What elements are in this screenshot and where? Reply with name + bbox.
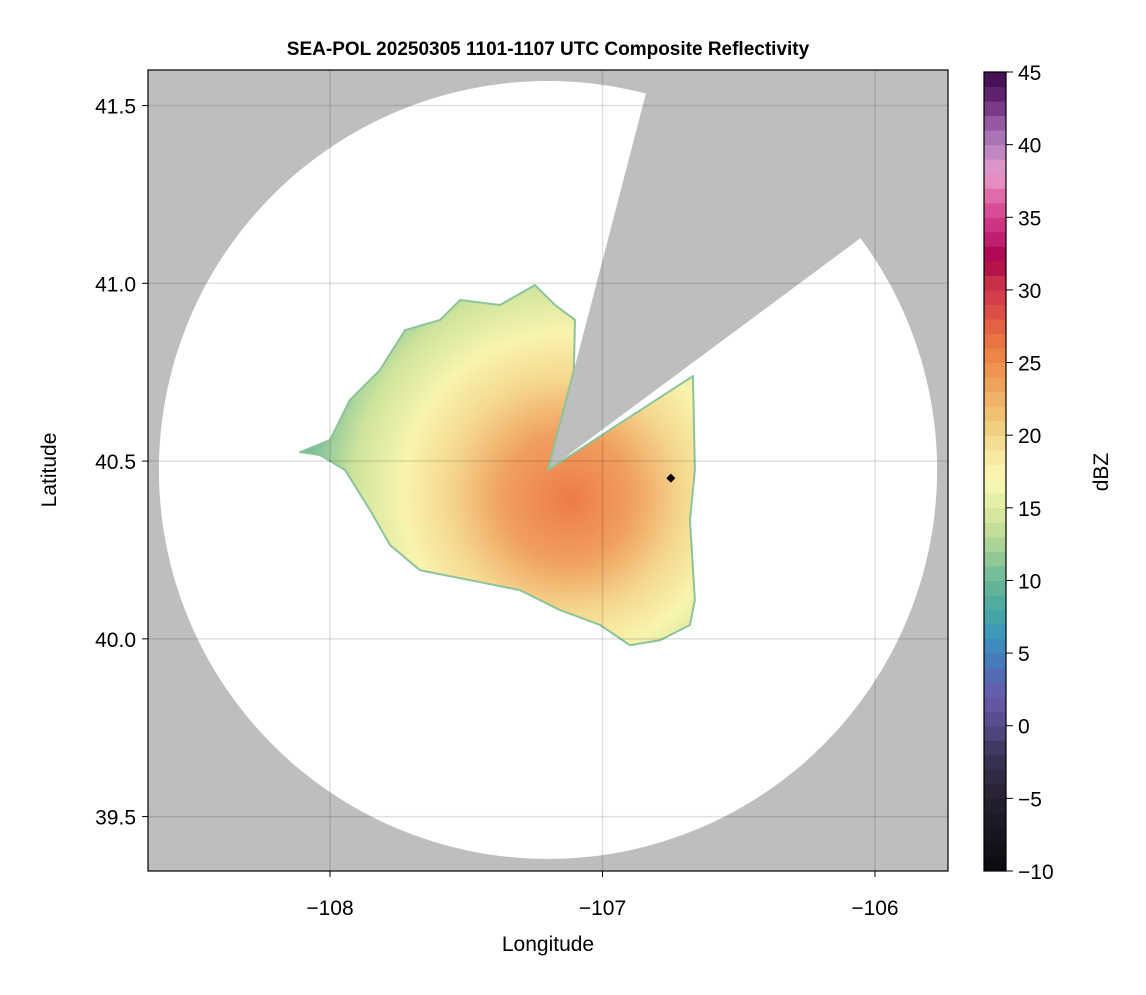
colorbar-bin: [984, 406, 1006, 422]
colorbar-bin: [984, 594, 1006, 611]
colorbar-bin: [984, 362, 1006, 378]
colorbar-bin: [984, 856, 1006, 872]
colorbar-bin: [984, 551, 1006, 567]
colorbar-tick-label: −5: [1018, 788, 1042, 811]
y-tick-label: 40.5: [95, 451, 136, 474]
colorbar-bin: [984, 173, 1006, 189]
colorbar-bin: [984, 783, 1006, 799]
y-tick-label: 41.0: [95, 273, 136, 296]
plot-area: [148, 70, 948, 871]
colorbar-bin: [984, 260, 1006, 276]
colorbar-bin: [984, 624, 1006, 640]
colorbar-bin: [984, 725, 1006, 741]
y-axis-label: Latitude: [38, 433, 61, 508]
colorbar-bin: [984, 667, 1006, 683]
colorbar-bin: [984, 275, 1006, 291]
colorbar-bin: [984, 348, 1006, 364]
colorbar-tick-label: 35: [1018, 207, 1041, 230]
colorbar-bin: [984, 144, 1006, 160]
colorbar-bin: [984, 841, 1006, 857]
colorbar-bin: [984, 435, 1006, 451]
plot-frame: [147, 69, 949, 872]
colorbar-bin: [984, 231, 1006, 247]
colorbar-bin: [984, 769, 1006, 785]
colorbar-bin: [984, 609, 1006, 625]
colorbar-bin: [984, 115, 1006, 131]
colorbar-bin: [984, 159, 1006, 175]
colorbar-bin: [984, 565, 1006, 581]
colorbar-bin: [984, 464, 1006, 480]
axes: −108 −107 −106 39.5 40.0 40.5 41.0 41.5: [95, 96, 899, 920]
colorbar-bin: [984, 72, 1006, 88]
colorbar-tick-label: 10: [1018, 570, 1041, 593]
colorbar-bin: [984, 754, 1006, 770]
colorbar-bin: [984, 507, 1006, 523]
colorbar-tick-label: 15: [1018, 498, 1041, 521]
colorbar-tick-label: 25: [1018, 353, 1041, 376]
colorbar-bin: [984, 493, 1006, 509]
colorbar-bin: [984, 217, 1006, 233]
colorbar-bin: [984, 478, 1006, 494]
colorbar-bin: [984, 696, 1006, 712]
x-tick-label: −108: [306, 897, 353, 920]
colorbar-bin: [984, 188, 1006, 204]
colorbar-bin: [984, 377, 1006, 393]
colorbar-bin: [984, 333, 1006, 349]
colorbar-bin: [984, 391, 1006, 407]
colorbar-bin: [984, 202, 1006, 218]
colorbar-bin: [984, 101, 1006, 117]
colorbar-bin: [984, 289, 1006, 305]
y-tick-label: 39.5: [95, 807, 136, 830]
colorbar-bin: [984, 798, 1006, 814]
colorbar-bin: [984, 812, 1006, 828]
colorbar-bin: [984, 130, 1006, 146]
colorbar-bin: [984, 318, 1006, 334]
colorbar-bin: [984, 449, 1006, 465]
colorbar-tick-label: 30: [1018, 280, 1041, 303]
y-tick-label: 40.0: [95, 629, 136, 652]
colorbar-tick-label: −10: [1018, 861, 1054, 884]
reflectivity-echo: [299, 284, 696, 647]
colorbar-bin: [984, 711, 1006, 727]
colorbar-bin: [984, 522, 1006, 538]
colorbar: −10 −5 0 5 10 15 20 25 30 35 40 45: [983, 62, 1054, 884]
blocked-sector: [548, 70, 948, 470]
colorbar-bin: [984, 536, 1006, 552]
colorbar-frame: [983, 71, 1007, 872]
site-marker-diamond: [666, 473, 676, 483]
colorbar-bin: [984, 246, 1006, 262]
colorbar-bin: [984, 86, 1006, 102]
x-tick-label: −107: [579, 897, 626, 920]
chart-title: SEA-POL 20250305 1101-1107 UTC Composite…: [287, 39, 810, 60]
colorbar-tick-label: 45: [1018, 62, 1041, 85]
colorbar-bin: [984, 682, 1006, 698]
colorbar-bin: [984, 580, 1006, 596]
colorbar-tick-label: 20: [1018, 425, 1041, 448]
colorbar-bin: [984, 304, 1006, 320]
colorbar-tick-label: 40: [1018, 135, 1041, 158]
y-tick-label: 41.5: [95, 96, 136, 119]
colorbar-label: dBZ: [1090, 453, 1113, 492]
colorbar-bin: [984, 420, 1006, 436]
x-tick-label: −106: [851, 897, 898, 920]
x-axis-label: Longitude: [502, 933, 594, 956]
colorbar-bin: [984, 638, 1006, 654]
colorbar-tick-label: 5: [1018, 643, 1030, 666]
colorbar-tick-label: 0: [1018, 716, 1030, 739]
colorbar-bin: [984, 740, 1006, 756]
colorbar-bin: [984, 653, 1006, 669]
colorbar-bin: [984, 827, 1006, 843]
